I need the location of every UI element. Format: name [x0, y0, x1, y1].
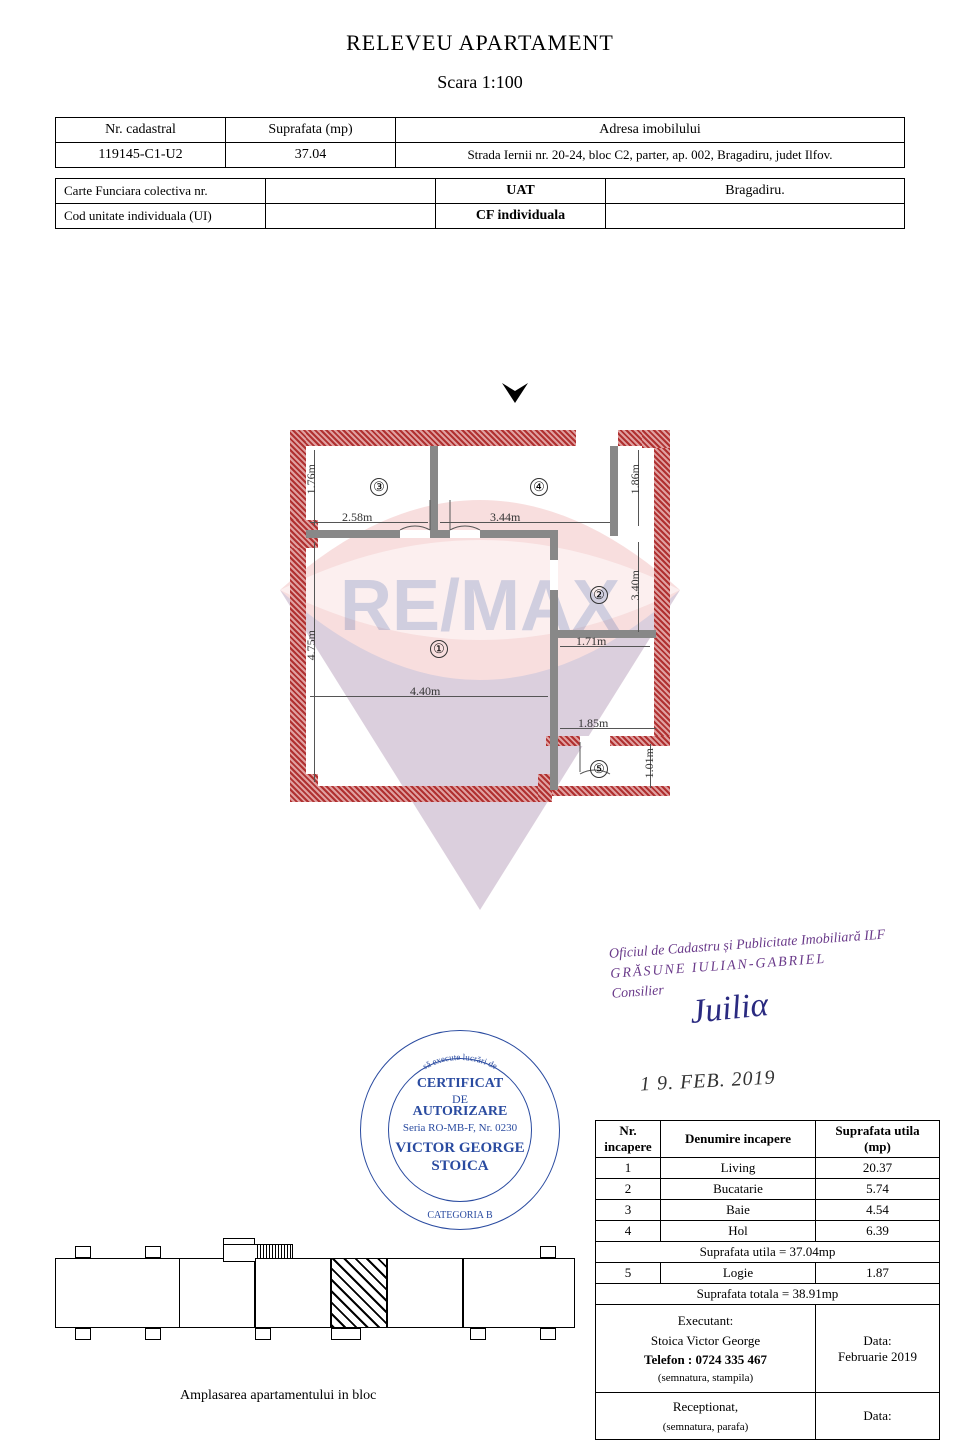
signature-icon: Juiliα: [688, 986, 770, 1032]
page-subtitle: Scara 1:100: [0, 72, 960, 93]
exec-title: Executant:: [602, 1311, 809, 1331]
dim-340: 3.40m: [628, 570, 643, 600]
room-marker-5: ⑤: [590, 760, 608, 778]
cf-table: Carte Funciara colectiva nr. UAT Bragadi…: [55, 178, 905, 229]
recept-sig: (semnatura, parafa): [602, 1421, 809, 1433]
cf-colectiva-lbl: Carte Funciara colectiva nr.: [56, 179, 266, 204]
cod-ui-lbl: Cod unitate individuala (UI): [56, 204, 266, 229]
date-stamp: 1 9. FEB. 2019: [639, 1066, 776, 1096]
val-suprafata: 37.04: [226, 143, 396, 168]
cf-ind-val: [606, 204, 905, 229]
rooms-table: Nr. incapere Denumire incapere Suprafata…: [595, 1120, 940, 1440]
site-plan-label: Amplasarea apartamentului in bloc: [180, 1388, 376, 1404]
hdr-cadastral: Nr. cadastral: [56, 118, 226, 143]
val-adresa: Strada Iernii nr. 20-24, bloc C2, parter…: [396, 143, 905, 168]
rt-total: Suprafata totala = 38.91mp: [596, 1284, 940, 1305]
rt-hdr-nr: Nr. incapere: [596, 1121, 661, 1158]
table-row: 4Hol6.39: [596, 1221, 940, 1242]
recept-lbl: Receptionat,: [602, 1399, 809, 1415]
rt-subtotal: Suprafata utila = 37.04mp: [596, 1242, 940, 1263]
room-marker-1: ①: [430, 640, 448, 658]
hdr-adresa: Adresa imobilului: [396, 118, 905, 143]
dim-186: 1.86m: [628, 464, 643, 494]
dim-101: 1.01m: [642, 748, 657, 778]
room-marker-3: ③: [370, 478, 388, 496]
exec-name: Stoica Victor George: [602, 1331, 809, 1351]
dim-185: 1.85m: [578, 716, 608, 731]
table-row: 1Living20.37: [596, 1158, 940, 1179]
north-arrow-icon: [500, 378, 530, 420]
cod-ui-val: [266, 204, 436, 229]
exec-tel: Telefon : 0724 335 467: [602, 1350, 809, 1370]
cadastral-table: Nr. cadastral Suprafata (mp) Adresa imob…: [55, 117, 905, 168]
uat-lbl: UAT: [436, 179, 606, 204]
dim-475: 4.75m: [304, 630, 319, 660]
room-marker-2: ②: [590, 586, 608, 604]
exec-sig: (semnatura, stampila): [602, 1370, 809, 1387]
val-cadastral: 119145-C1-U2: [56, 143, 226, 168]
cf-colectiva-val: [266, 179, 436, 204]
uat-val: Bragadiru.: [606, 179, 905, 204]
rt-hdr-name: Denumire incapere: [661, 1121, 816, 1158]
cf-ind-lbl: CF individuala: [436, 204, 606, 229]
dim-344: 3.44m: [490, 510, 520, 525]
authorization-stamp: CERTIFICAT DE AUTORIZARE Seria RO-MB-F, …: [350, 1020, 570, 1240]
site-plan: [55, 1208, 575, 1378]
table-row: 2Bucatarie5.74: [596, 1179, 940, 1200]
dim-258: 2.58m: [342, 510, 372, 525]
hdr-suprafata: Suprafata (mp): [226, 118, 396, 143]
room-marker-4: ④: [530, 478, 548, 496]
data-val: Februarie 2019: [822, 1349, 933, 1365]
dim-171: 1.71m: [576, 634, 606, 649]
data-lbl: Data:: [822, 1333, 933, 1349]
floorplan-region: RE/MAX: [200, 390, 760, 950]
page-title: RELEVEU APARTAMENT: [0, 30, 960, 56]
dim-440: 4.40m: [410, 684, 440, 699]
table-row: 3Baie4.54: [596, 1200, 940, 1221]
unit-location: [331, 1258, 387, 1328]
table-row: 5Logie1.87: [596, 1263, 940, 1284]
rt-hdr-area: Suprafata utila (mp): [816, 1121, 940, 1158]
dim-176: 1.76m: [304, 464, 319, 494]
svg-text:să execute lucrări de: să execute lucrări de: [421, 1052, 499, 1071]
floor-plan: ③ ④ ① ② ⑤ 1.76m 2.58m 3.44m 1.86m 4.75m …: [290, 430, 670, 820]
